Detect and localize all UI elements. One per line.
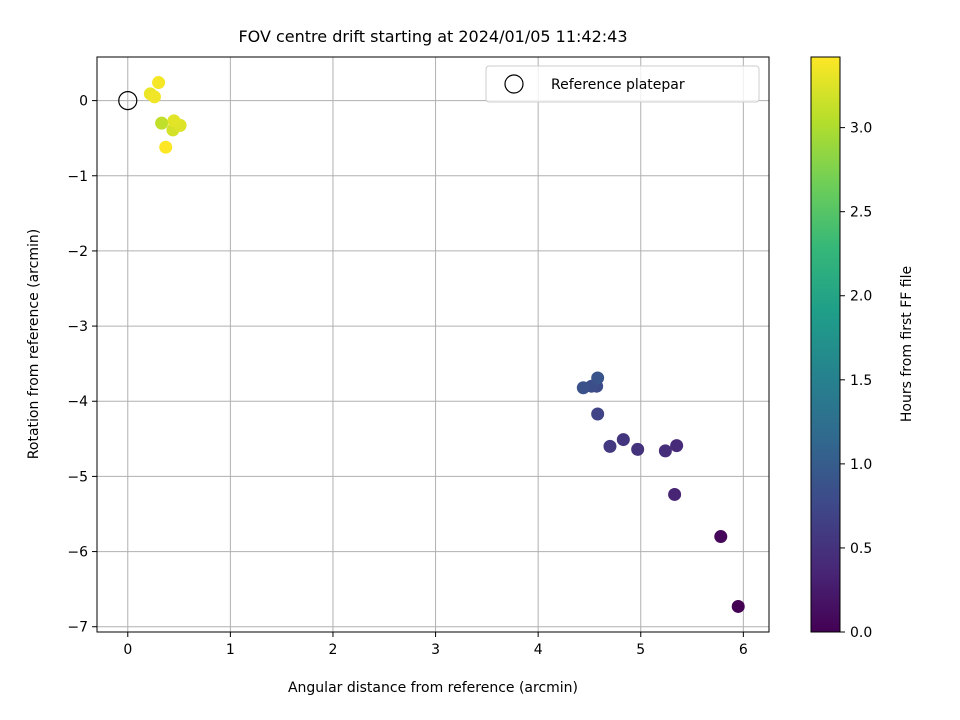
data-point bbox=[167, 114, 181, 128]
y-tick-label: −7 bbox=[67, 620, 88, 636]
y-tick-label: −1 bbox=[67, 169, 88, 185]
data-point bbox=[616, 433, 630, 447]
colorbar-tick-label: 1.0 bbox=[850, 457, 872, 473]
x-tick-label: 4 bbox=[534, 642, 543, 658]
chart-title: FOV centre drift starting at 2024/01/05 … bbox=[238, 27, 627, 46]
data-point bbox=[591, 407, 605, 421]
data-point bbox=[159, 140, 173, 154]
y-tick-label: −2 bbox=[67, 244, 88, 260]
x-axis-ticks: 0 1 2 3 4 5 6 bbox=[123, 632, 748, 658]
colorbar-label: Hours from first FF file bbox=[899, 266, 915, 422]
colorbar-ticks: 0.0 0.5 1.0 1.5 2.0 2.5 3.0 bbox=[840, 121, 872, 641]
grid-lines bbox=[97, 57, 769, 632]
data-point bbox=[591, 371, 605, 385]
data-point bbox=[155, 116, 169, 130]
y-axis-ticks: 0 −1 −2 −3 −4 −5 −6 −7 bbox=[67, 94, 97, 636]
y-tick-label: −6 bbox=[67, 545, 88, 561]
data-point bbox=[670, 439, 684, 453]
colorbar-tick-label: 0.5 bbox=[850, 541, 872, 557]
y-tick-label: −5 bbox=[67, 469, 88, 485]
data-point bbox=[631, 442, 645, 456]
colorbar-tick-label: 2.5 bbox=[850, 205, 872, 221]
data-point bbox=[147, 90, 161, 104]
legend-label: Reference platepar bbox=[551, 77, 685, 93]
colorbar-tick-label: 1.5 bbox=[850, 373, 872, 389]
data-point bbox=[714, 530, 728, 544]
data-point bbox=[668, 487, 682, 501]
data-point bbox=[658, 444, 672, 458]
x-tick-label: 1 bbox=[226, 642, 235, 658]
colorbar-tick-label: 0.0 bbox=[850, 625, 872, 641]
x-tick-label: 6 bbox=[739, 642, 748, 658]
plot-frame bbox=[96, 56, 770, 633]
colorbar-gradient bbox=[810, 56, 841, 633]
x-tick-label: 0 bbox=[123, 642, 132, 658]
data-points bbox=[143, 76, 745, 613]
data-point bbox=[576, 381, 590, 395]
legend: Reference platepar bbox=[485, 65, 760, 103]
y-axis-label: Rotation from reference (arcmin) bbox=[26, 229, 42, 459]
colorbar: 0.0 0.5 1.0 1.5 2.0 2.5 3.0 Hours from first F… bbox=[810, 56, 915, 641]
y-tick-label: −3 bbox=[67, 319, 88, 335]
x-tick-label: 2 bbox=[329, 642, 338, 658]
data-point bbox=[152, 76, 166, 90]
colorbar-tick-label: 3.0 bbox=[850, 121, 872, 137]
legend-marker-icon bbox=[504, 74, 524, 94]
x-tick-label: 3 bbox=[431, 642, 440, 658]
reference-platepar-marker bbox=[118, 90, 138, 111]
y-tick-label: −4 bbox=[67, 394, 88, 410]
x-axis-label: Angular distance from reference (arcmin) bbox=[288, 680, 578, 696]
data-point bbox=[603, 439, 617, 453]
colorbar-tick-label: 2.0 bbox=[850, 289, 872, 305]
x-tick-label: 5 bbox=[636, 642, 645, 658]
y-tick-label: 0 bbox=[79, 94, 88, 110]
data-point bbox=[731, 599, 745, 613]
legend-box bbox=[485, 65, 760, 103]
